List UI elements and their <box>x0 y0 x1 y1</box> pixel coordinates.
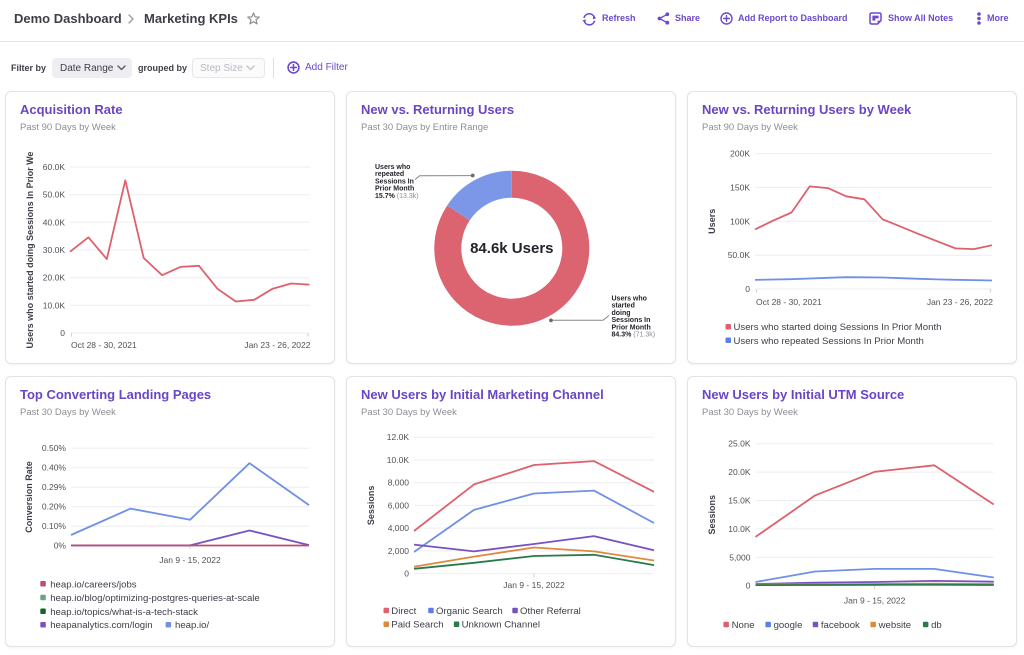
svg-text:60.0K: 60.0K <box>43 162 66 172</box>
svg-text:Oct 28 - 30, 2021: Oct 28 - 30, 2021 <box>756 297 822 307</box>
svg-text:0: 0 <box>60 328 65 338</box>
svg-text:Users: Users <box>707 209 717 234</box>
svg-text:Jan 9 - 15, 2022: Jan 9 - 15, 2022 <box>503 580 565 590</box>
svg-text:0: 0 <box>746 581 751 591</box>
svg-text:0.50%: 0.50% <box>42 443 67 453</box>
svg-text:Sessions: Sessions <box>707 495 717 535</box>
svg-text:Users who repeated Sessions In: Users who repeated Sessions In Prior Mon… <box>734 336 924 347</box>
svg-text:0%: 0% <box>54 541 67 551</box>
svg-text:100K: 100K <box>730 216 750 226</box>
svg-text:30.0K: 30.0K <box>43 245 66 255</box>
svg-text:0.29%: 0.29% <box>42 482 67 492</box>
svg-text:50.0K: 50.0K <box>728 250 751 260</box>
svg-text:doing: doing <box>612 310 631 317</box>
svg-text:6,000: 6,000 <box>388 500 410 510</box>
svg-text:0.40%: 0.40% <box>42 463 67 473</box>
svg-text:0: 0 <box>404 569 409 579</box>
svg-text:8,000: 8,000 <box>388 478 410 488</box>
svg-text:heapanalytics.com/login: heapanalytics.com/login <box>50 620 152 631</box>
svg-text:Users who started doing Sessio: Users who started doing Sessions In Prio… <box>734 322 942 333</box>
svg-text:0: 0 <box>745 284 750 294</box>
svg-text:200K: 200K <box>730 149 750 159</box>
svg-text:Other Referral: Other Referral <box>520 606 581 617</box>
svg-text:Prior Month: Prior Month <box>612 324 651 331</box>
svg-text:15.0K: 15.0K <box>728 496 751 506</box>
svg-text:20.0K: 20.0K <box>43 273 66 283</box>
svg-text:50.0K: 50.0K <box>43 190 66 200</box>
svg-text:Prior Month: Prior Month <box>375 186 414 193</box>
svg-text:heap.io/careers/jobs: heap.io/careers/jobs <box>50 579 137 590</box>
svg-text:2,000: 2,000 <box>388 546 410 556</box>
svg-text:5,000: 5,000 <box>729 552 751 562</box>
svg-text:20.0K: 20.0K <box>728 467 751 477</box>
svg-text:40.0K: 40.0K <box>43 217 66 227</box>
svg-text:Conversion Rate: Conversion Rate <box>24 461 34 533</box>
svg-text:heap.io/: heap.io/ <box>175 620 209 631</box>
svg-text:0.20%: 0.20% <box>42 502 67 512</box>
svg-text:facebook: facebook <box>821 620 860 631</box>
svg-text:started: started <box>612 303 635 310</box>
svg-text:Jan 9 - 15, 2022: Jan 9 - 15, 2022 <box>159 555 221 565</box>
svg-text:Organic Search: Organic Search <box>436 606 503 617</box>
svg-text:Paid Search: Paid Search <box>391 620 443 631</box>
svg-text:4,000: 4,000 <box>388 523 410 533</box>
svg-text:repeated: repeated <box>375 171 404 178</box>
svg-text:heap.io/topics/what-is-a-tech-: heap.io/topics/what-is-a-tech-stack <box>50 607 198 618</box>
svg-text:Sessions In: Sessions In <box>375 178 414 185</box>
svg-text:Sessions: Sessions <box>366 486 376 526</box>
svg-text:10.0K: 10.0K <box>43 300 66 310</box>
svg-text:Oct 28 - 30, 2021: Oct 28 - 30, 2021 <box>71 340 137 350</box>
svg-text:google: google <box>774 620 803 631</box>
svg-text:heap.io/blog/optimizing-postgr: heap.io/blog/optimizing-postgres-queries… <box>50 593 260 604</box>
svg-text:Jan 9 - 15, 2022: Jan 9 - 15, 2022 <box>844 596 906 606</box>
svg-text:150K: 150K <box>730 182 750 192</box>
svg-text:12.0K: 12.0K <box>387 432 410 442</box>
svg-text:Jan 23 - 26, 2022: Jan 23 - 26, 2022 <box>244 340 310 350</box>
svg-text:15.7% (13.3k): 15.7% (13.3k) <box>375 193 419 200</box>
svg-text:Sessions In: Sessions In <box>612 317 651 324</box>
svg-text:Users who: Users who <box>375 164 410 171</box>
svg-text:Users who: Users who <box>612 296 647 303</box>
svg-text:10.0K: 10.0K <box>387 455 410 465</box>
svg-text:Direct: Direct <box>391 606 416 617</box>
svg-text:0.10%: 0.10% <box>42 521 67 531</box>
svg-text:25.0K: 25.0K <box>728 439 751 449</box>
svg-text:db: db <box>931 620 942 631</box>
svg-text:Jan 23 - 26, 2022: Jan 23 - 26, 2022 <box>927 297 993 307</box>
svg-text:website: website <box>878 620 912 631</box>
svg-text:Users who started doing Sessio: Users who started doing Sessions In Prio… <box>25 152 35 349</box>
svg-text:None: None <box>732 620 755 631</box>
svg-text:Unknown Channel: Unknown Channel <box>462 620 540 631</box>
svg-text:84.6k Users: 84.6k Users <box>470 240 553 257</box>
svg-text:84.3% (71.3k): 84.3% (71.3k) <box>612 332 656 339</box>
svg-text:10.0K: 10.0K <box>728 524 751 534</box>
